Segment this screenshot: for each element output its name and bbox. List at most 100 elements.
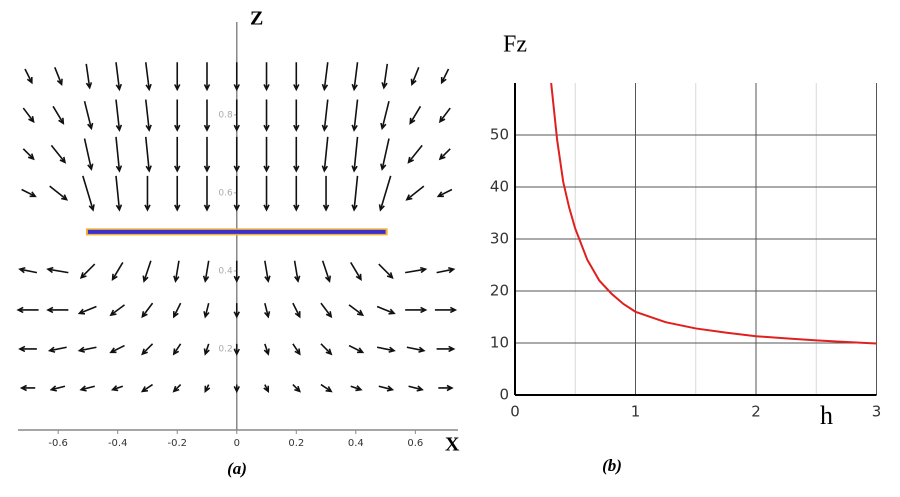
- field-arrow: [264, 100, 269, 131]
- field-arrow: [145, 176, 150, 210]
- field-arrow: [322, 62, 327, 89]
- field-arrow: [294, 176, 299, 210]
- field-arrow: [204, 62, 209, 89]
- field-arrow: [204, 303, 209, 317]
- field-arrow: [409, 386, 423, 391]
- field-arrow: [379, 386, 393, 391]
- x-tick-label: 1: [631, 403, 641, 421]
- field-arrow: [407, 186, 424, 200]
- field-arrow: [442, 69, 449, 83]
- field-arrow: [352, 100, 357, 131]
- x-tick-label: 0.6: [407, 438, 423, 449]
- x-tick-label: 2: [751, 403, 761, 421]
- field-arrow: [295, 261, 300, 281]
- field-arrow: [142, 303, 152, 317]
- field-arrow: [264, 176, 269, 210]
- field-arrow: [111, 305, 125, 315]
- field-arrow: [321, 344, 331, 354]
- field-arrow: [48, 268, 68, 273]
- field-arrow: [50, 347, 67, 352]
- field-arrow: [382, 64, 387, 88]
- field-arrow: [234, 344, 239, 354]
- field-arrow: [322, 100, 327, 131]
- x-axis-label: X: [445, 434, 460, 456]
- field-arrow: [143, 261, 151, 281]
- field-arrow: [48, 307, 68, 312]
- field-arrow: [142, 344, 152, 354]
- field-arrow: [409, 145, 423, 162]
- x-tick-label: 0: [234, 438, 240, 449]
- field-arrow: [352, 62, 357, 89]
- x-tick-label: -0.6: [48, 438, 68, 449]
- field-arrow: [116, 176, 121, 210]
- field-arrow: [435, 307, 455, 312]
- field-arrow: [205, 344, 210, 354]
- y-tick-label: 50: [490, 126, 509, 144]
- field-arrow: [116, 62, 121, 89]
- field-arrow: [377, 347, 394, 352]
- field-arrow: [352, 137, 357, 171]
- field-arrow: [440, 149, 450, 159]
- field-arrow: [440, 108, 450, 122]
- field-arrow: [23, 108, 33, 122]
- field-arrow: [324, 176, 329, 210]
- field-arrow: [265, 303, 270, 317]
- y-axis-label: Z: [250, 8, 263, 30]
- field-arrow: [116, 100, 121, 131]
- field-arrow: [113, 262, 123, 279]
- field-arrow: [405, 268, 425, 273]
- field-arrow: [53, 106, 63, 123]
- field-arrow: [146, 62, 151, 89]
- field-arrow: [438, 385, 452, 390]
- field-arrow: [85, 139, 93, 170]
- field-arrow: [349, 346, 363, 353]
- field-arrow: [175, 176, 180, 210]
- y-tick-label: 0.2: [218, 344, 232, 354]
- y-tick-label: 0: [499, 386, 509, 404]
- x-tick-label: -0.4: [108, 438, 128, 449]
- field-arrow: [437, 346, 454, 351]
- x-tick-label: -0.2: [167, 438, 187, 449]
- field-arrow: [18, 307, 38, 312]
- field-arrow: [264, 344, 269, 354]
- field-arrow: [351, 262, 361, 279]
- field-arrow: [293, 344, 300, 354]
- data-line: [551, 83, 876, 344]
- field-arrow: [146, 137, 151, 171]
- field-arrow: [411, 67, 418, 84]
- field-arrow: [234, 137, 239, 171]
- y-tick-label: 0.8: [218, 110, 233, 120]
- field-arrow: [351, 386, 361, 391]
- x-tick-label: 0.4: [348, 438, 364, 449]
- field-arrow: [22, 385, 36, 390]
- field-arrow: [381, 101, 389, 128]
- field-arrow: [205, 385, 209, 392]
- caption: (b): [602, 456, 622, 475]
- field-arrow: [111, 346, 125, 353]
- field-arrow: [50, 186, 67, 200]
- field-arrow: [51, 145, 65, 162]
- caption: (a): [227, 459, 247, 478]
- field-arrow: [22, 189, 36, 196]
- field-arrow: [25, 69, 32, 83]
- field-arrow: [352, 176, 357, 210]
- field-arrow: [175, 137, 180, 171]
- field-arrow: [321, 385, 331, 392]
- field-arrow: [204, 100, 209, 131]
- field-arrow: [116, 137, 121, 171]
- field-arrow: [294, 62, 299, 89]
- field-arrow: [175, 62, 180, 89]
- field-arrow: [51, 386, 65, 391]
- field-arrow: [79, 347, 96, 352]
- field-arrow: [293, 303, 300, 317]
- field-arrow: [175, 100, 180, 131]
- field-arrow: [407, 347, 424, 352]
- field-arrow: [113, 386, 123, 391]
- field-arrow: [377, 307, 394, 314]
- field-arrow: [379, 264, 393, 278]
- field-arrow: [204, 137, 209, 171]
- field-arrow: [405, 307, 425, 312]
- field-arrow: [81, 264, 95, 278]
- field-arrow: [381, 139, 389, 170]
